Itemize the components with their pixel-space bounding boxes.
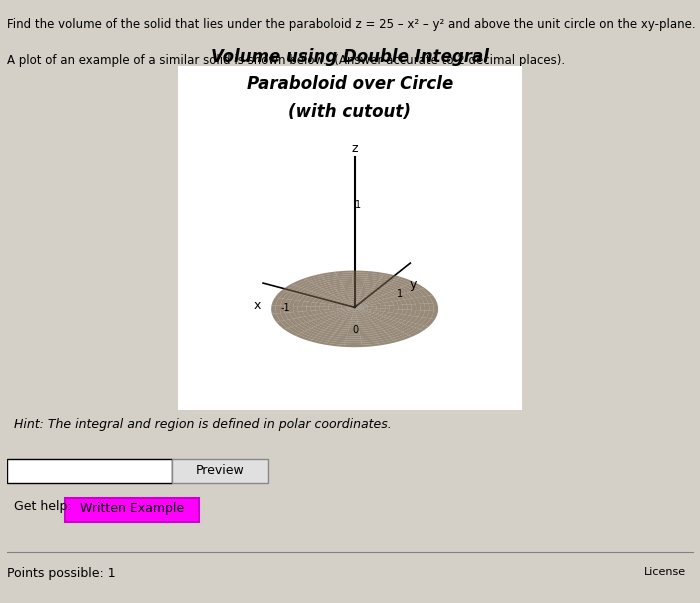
- FancyBboxPatch shape: [172, 459, 267, 484]
- Text: (with cutout): (with cutout): [288, 103, 412, 121]
- Text: License: License: [644, 567, 686, 577]
- Text: Paraboloid over Circle: Paraboloid over Circle: [247, 75, 453, 93]
- Text: A plot of an example of a similar solid is shown below.  (Answer accurate to 2 d: A plot of an example of a similar solid …: [7, 54, 565, 68]
- Text: Find the volume of the solid that lies under the paraboloid z = 25 – x² – y² and: Find the volume of the solid that lies u…: [7, 18, 696, 31]
- Text: Volume using Double Integral: Volume using Double Integral: [211, 48, 489, 66]
- Text: Written Example: Written Example: [80, 502, 185, 514]
- Text: Get help:: Get help:: [14, 500, 71, 513]
- Text: Hint: The integral and region is defined in polar coordinates.: Hint: The integral and region is defined…: [14, 418, 391, 431]
- Text: Points possible: 1: Points possible: 1: [7, 567, 116, 580]
- FancyBboxPatch shape: [7, 459, 172, 484]
- FancyBboxPatch shape: [65, 498, 199, 522]
- Text: Preview: Preview: [195, 464, 244, 477]
